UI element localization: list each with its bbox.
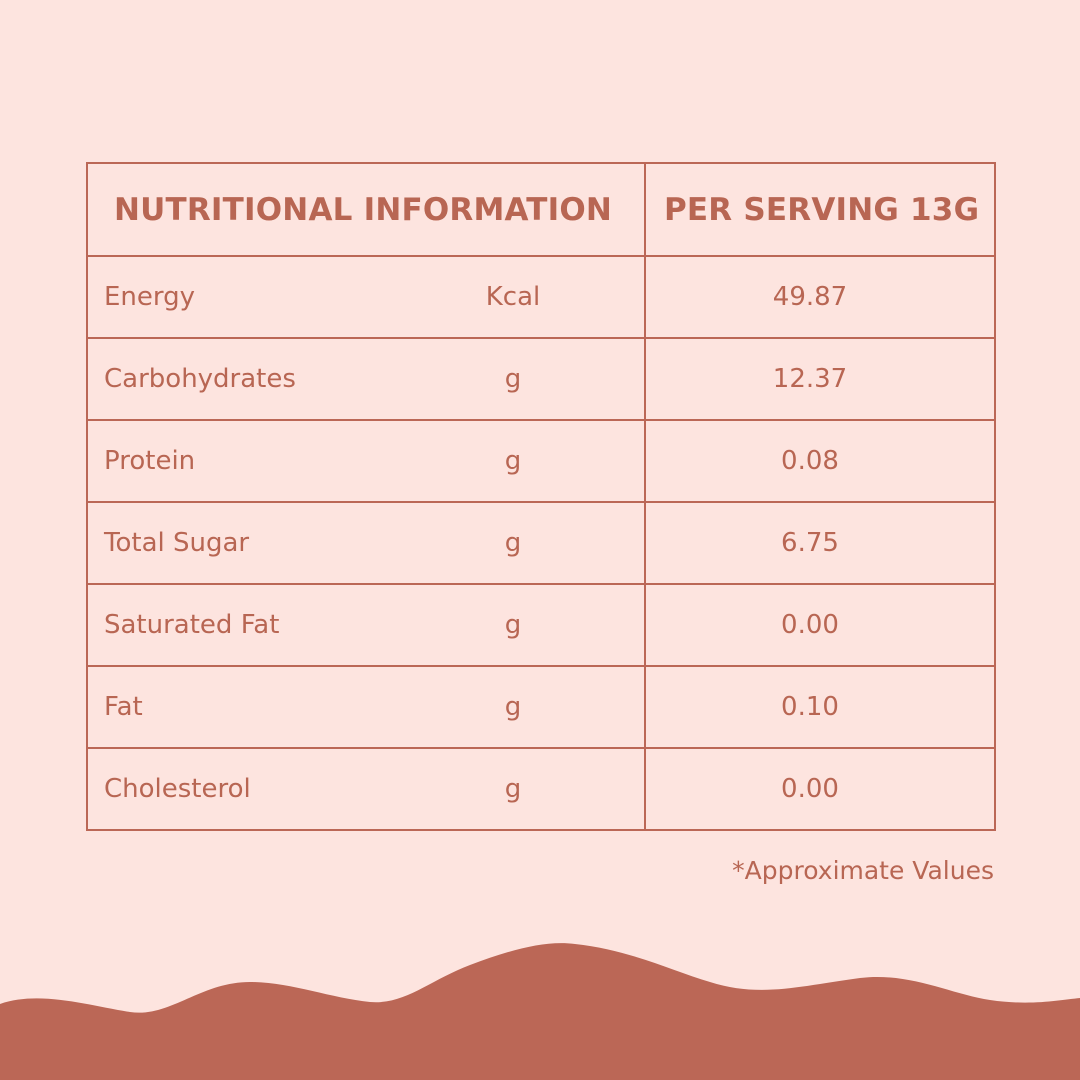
nutrient-unit: g	[504, 774, 522, 804]
nutrient-cell: Fat g	[86, 665, 646, 749]
nutrient-unit: g	[504, 610, 522, 640]
nutrient-unit: g	[504, 692, 522, 722]
nutrient-value: 0.00	[781, 774, 839, 804]
nutrition-table: NUTRITIONAL INFORMATION PER SERVING 13G …	[86, 162, 996, 831]
header-nutritional-information: NUTRITIONAL INFORMATION	[86, 162, 646, 257]
nutrient-cell: Total Sugar g	[86, 501, 646, 585]
nutrient-name: Saturated Fat	[104, 610, 280, 640]
nutrient-value: 12.37	[772, 364, 848, 394]
value-cell: 0.00	[644, 583, 996, 667]
value-cell: 0.10	[644, 665, 996, 749]
nutrient-name: Cholesterol	[104, 774, 251, 804]
table-row: Carbohydrates g 12.37	[86, 337, 996, 421]
nutrient-unit: Kcal	[485, 282, 541, 312]
nutrient-value: 49.87	[772, 282, 848, 312]
table-row: Energy Kcal 49.87	[86, 255, 996, 339]
nutrient-unit: g	[504, 528, 522, 558]
nutrient-name: Fat	[104, 692, 143, 722]
decorative-wave	[0, 943, 1080, 1080]
value-cell: 12.37	[644, 337, 996, 421]
nutrient-value: 6.75	[781, 528, 839, 558]
nutrient-name: Carbohydrates	[104, 364, 296, 394]
nutrient-cell: Energy Kcal	[86, 255, 646, 339]
wave-shape	[0, 943, 1080, 1080]
table-row: Total Sugar g 6.75	[86, 501, 996, 585]
header-per-serving: PER SERVING 13G	[644, 162, 996, 257]
value-cell: 0.08	[644, 419, 996, 503]
nutrient-unit: g	[504, 446, 522, 476]
nutrient-cell: Cholesterol g	[86, 747, 646, 831]
nutrient-value: 0.10	[781, 692, 839, 722]
value-cell: 6.75	[644, 501, 996, 585]
nutrient-value: 0.08	[781, 446, 839, 476]
nutrient-cell: Protein g	[86, 419, 646, 503]
nutrient-cell: Carbohydrates g	[86, 337, 646, 421]
approximate-values-footnote: *Approximate Values	[732, 856, 994, 885]
table-row: Protein g 0.08	[86, 419, 996, 503]
table-row: Saturated Fat g 0.00	[86, 583, 996, 667]
table-header-row: NUTRITIONAL INFORMATION PER SERVING 13G	[86, 162, 996, 257]
nutrient-cell: Saturated Fat g	[86, 583, 646, 667]
value-cell: 49.87	[644, 255, 996, 339]
table-row: Cholesterol g 0.00	[86, 747, 996, 831]
nutrient-name: Energy	[104, 282, 196, 312]
nutrient-name: Protein	[104, 446, 196, 476]
nutrient-value: 0.00	[781, 610, 839, 640]
nutrient-unit: g	[504, 364, 522, 394]
nutrient-name: Total Sugar	[104, 528, 250, 558]
table-row: Fat g 0.10	[86, 665, 996, 749]
value-cell: 0.00	[644, 747, 996, 831]
